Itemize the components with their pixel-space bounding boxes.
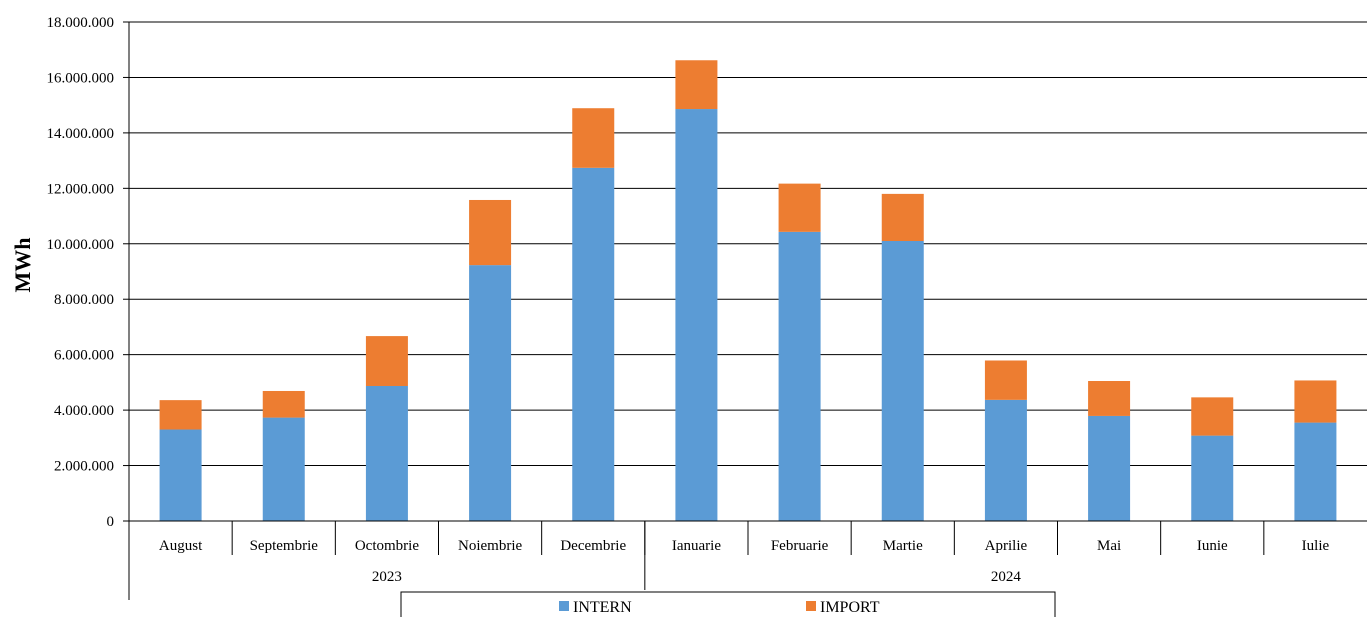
bar-import (1191, 397, 1234, 436)
category-labels: August Septembrie Octombrie Noiembrie Decemb… (159, 538, 1330, 554)
bar-import (675, 60, 718, 110)
bar-intern (262, 417, 305, 521)
category-label: Iunie (1197, 538, 1228, 554)
category-label: Ianuarie (672, 538, 721, 554)
bar-intern (365, 385, 408, 521)
y-tick-label: 6.000.000 (54, 348, 114, 364)
category-label: Aprilie (985, 538, 1028, 554)
bar-import (365, 336, 408, 386)
category-label: Iulie (1302, 538, 1330, 554)
category-label: Mai (1097, 538, 1121, 554)
bar-intern (159, 429, 202, 521)
bar-intern (778, 231, 821, 521)
gridlines (123, 21, 1367, 522)
bar-import (984, 360, 1027, 400)
category-label: Octombrie (355, 538, 419, 554)
bar-import (778, 183, 821, 232)
bar-import (262, 390, 305, 418)
bar-intern (984, 399, 1027, 521)
y-tick-labels: 0 2.000.000 4.000.000 6.000.000 8.000.000 10.… (47, 15, 115, 530)
legend-box (400, 591, 1056, 617)
legend-label-intern: INTERN (573, 599, 632, 616)
category-label: Februarie (771, 538, 829, 554)
bar-import (881, 193, 924, 242)
bar-import (469, 199, 512, 266)
bar-intern (572, 167, 615, 521)
legend-swatch-intern (559, 601, 569, 611)
category-label: Decembrie (560, 538, 626, 554)
bar-intern (675, 109, 718, 521)
y-tick-label: 10.000.000 (47, 237, 115, 253)
bar-intern (881, 241, 924, 521)
bar-intern (469, 265, 512, 521)
year-label: 2024 (991, 569, 1022, 585)
bar-import (1088, 381, 1131, 416)
bar-intern (1294, 422, 1337, 521)
y-tick-label: 8.000.000 (54, 292, 114, 308)
bar-intern (1088, 415, 1131, 521)
y-tick-label: 4.000.000 (54, 403, 114, 419)
y-tick-label: 18.000.000 (47, 15, 115, 31)
year-label: 2023 (372, 569, 402, 585)
axes (128, 22, 1367, 600)
y-tick-label: 16.000.000 (47, 70, 115, 86)
y-tick-label: 0 (107, 514, 115, 530)
bars (159, 60, 1337, 521)
category-label: Noiembrie (458, 538, 522, 554)
y-axis-title: MWh (10, 238, 35, 293)
bar-intern (1191, 435, 1234, 521)
category-label: Septembrie (250, 538, 319, 554)
legend: INTERN IMPORT (400, 591, 1056, 617)
y-tick-label: 14.000.000 (47, 126, 115, 142)
legend-swatch-import (806, 601, 816, 611)
category-label: Martie (883, 538, 923, 554)
legend-label-import: IMPORT (820, 599, 880, 616)
bar-import (159, 400, 202, 430)
category-label: August (159, 538, 203, 554)
bar-import (572, 108, 615, 168)
y-tick-label: 2.000.000 (54, 459, 114, 475)
y-tick-label: 12.000.000 (47, 181, 115, 197)
year-group-labels: 2023 2024 (372, 569, 1022, 585)
bar-import (1294, 380, 1337, 423)
